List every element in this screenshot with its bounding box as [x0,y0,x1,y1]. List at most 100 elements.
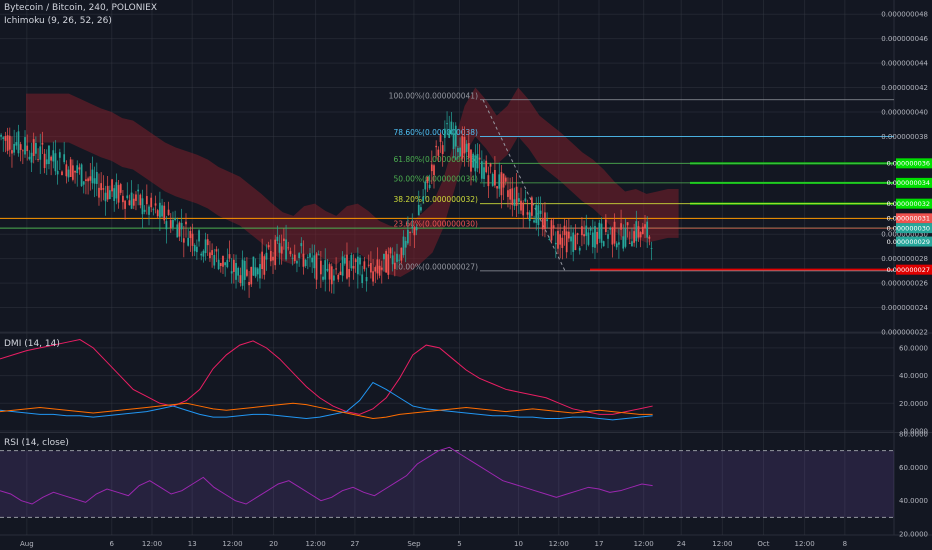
time-tick-label: 12:00 [712,540,732,548]
candle-body [385,251,388,273]
price-tag-label: 0.000000030 [887,224,930,232]
candle-body [404,240,407,248]
candle-body [637,226,640,238]
candle-body [372,271,374,282]
candle-body [285,239,287,260]
ichimoku-legend[interactable]: Ichimoku (9, 26, 52, 26) [4,16,112,26]
candle-body [420,207,422,211]
candle-body [91,169,94,184]
candle-body [531,197,533,216]
candle-body [304,259,307,267]
rsi-legend[interactable]: RSI (14, close) [4,438,69,448]
candle-body [378,265,381,276]
time-tick-label: 12:00 [305,540,325,548]
candle-body [611,227,614,245]
candle-body [274,239,277,266]
candle-body [333,275,335,281]
candle-body [17,131,20,154]
dmi-tick-label: 60.0000 [899,344,928,352]
rsi-pane[interactable]: 80.0000 60.0000 40.0000 20.0000 [0,431,928,539]
candle-body [433,165,435,176]
candle-body [622,236,625,249]
candle-body [21,150,24,152]
dmi-pane[interactable]: 60.0000 40.0000 20.0000 0.0000 [0,339,928,436]
symbol-title[interactable]: Bytecoin / Bitcoin, 240, POLONIEX [4,3,157,13]
candle-body [426,176,429,184]
candle-body [337,274,340,280]
candle-body [289,251,292,255]
price-tick-label: 0.000000038 [881,133,928,141]
price-axis[interactable]: 0.000000048 0.000000046 0.000000044 0.00000… [881,11,928,337]
time-tick-label: 6 [110,540,115,548]
candle-body [618,242,620,245]
candle-body [315,253,318,280]
candle-body [415,226,418,231]
candle-body [246,269,248,276]
time-tick-label: 5 [457,540,461,548]
candle-body [272,256,274,261]
cloud-area [26,87,679,277]
candle-body [283,238,285,241]
candle-body [589,227,592,231]
price-tag-label: 0.000000036 [887,160,930,168]
candle-body [483,167,485,179]
time-tick-label: 27 [350,540,359,548]
candle-body [363,261,366,270]
candle-body [291,257,294,259]
time-axis[interactable]: Aug 6 12:00 13 12:00 20 12:00 27 Sep 5 10 12:00 17 12… [20,540,847,548]
fib-level-label: 61.80%(0.000000036) [393,155,478,164]
candle-body [513,199,516,206]
candle-body [302,253,305,267]
candle-body [552,225,555,229]
dmi-legend[interactable]: DMI (14, 14) [4,339,60,349]
candle-body [78,167,81,170]
candle-body [633,231,635,243]
candle-body [572,232,575,252]
rsi-tick-label: 20.0000 [899,531,928,539]
candle-body [396,253,398,262]
time-tick-label: 13 [188,540,197,548]
fibonacci-retracement[interactable]: 161.80%(0.000000050)100.00%(0.000000041)… [389,0,894,271]
candle-body [596,231,599,245]
candle-body [498,174,501,189]
candle-body [317,254,320,256]
candle-body [24,137,26,155]
candle-body [69,159,72,177]
candle-body [509,189,512,200]
rsi-tick-label: 40.0000 [899,497,928,505]
candle-body [26,145,29,152]
candle-body [437,149,440,156]
candle-body [576,233,579,235]
candle-body [544,212,546,230]
candle-body [37,159,39,160]
candle-body [102,188,105,190]
candle-body [28,156,31,160]
rsi-tick-label: 60.0000 [899,464,928,472]
candle-body [585,225,588,236]
candle-body [313,255,316,269]
candle-body [222,255,224,267]
grid [0,0,932,536]
candle-body [480,161,483,179]
ichimoku-cloud [26,87,679,277]
candle-body [439,134,442,142]
price-tick-label: 0.000000022 [881,329,928,337]
candle-body [524,198,527,202]
candle-body [35,142,37,154]
candle-body [491,173,494,186]
dmi-series-minus_di [0,402,653,420]
candle-body [241,259,244,286]
candle-body [343,257,346,264]
candle-body [248,281,250,286]
candle-body [163,205,166,221]
candle-body [169,220,172,229]
dmi-series-adx [0,339,653,415]
candle-body [546,219,548,222]
candle-body [452,133,455,149]
candle-body [557,230,559,249]
candle-body [587,232,590,245]
candle-body [478,157,481,160]
candle-body [485,160,488,173]
candle-body [541,217,544,230]
